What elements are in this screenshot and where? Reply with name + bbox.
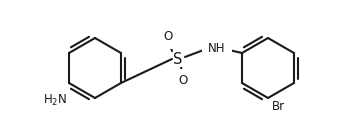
- Text: H$_2$N: H$_2$N: [43, 92, 67, 108]
- Text: O: O: [163, 30, 173, 44]
- Text: O: O: [179, 75, 188, 87]
- Text: NH: NH: [208, 41, 226, 55]
- Text: S: S: [173, 52, 183, 67]
- Text: Br: Br: [272, 100, 285, 113]
